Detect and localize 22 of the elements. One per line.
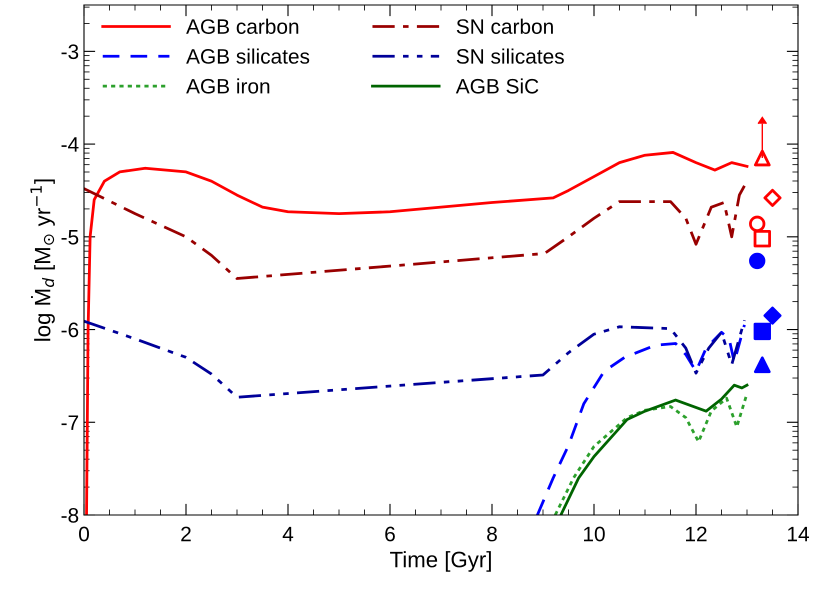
x-tick-label: 14 <box>788 526 809 542</box>
x-axis-title: Time [Gyr] <box>390 551 491 572</box>
y-tick-label: -7 <box>62 415 78 430</box>
y-tick-label: -8 <box>62 508 78 523</box>
y-tick-label: -3 <box>62 44 78 60</box>
x-tick-label: 0 <box>79 526 89 542</box>
legend-label: AGB silicates <box>186 48 310 64</box>
legend-label: AGB carbon <box>186 18 298 34</box>
x-tick-label: 6 <box>385 526 395 542</box>
legend-label: SN carbon <box>456 18 553 34</box>
legend-label: AGB SiC <box>456 78 538 94</box>
y-tick-label: -5 <box>62 230 78 245</box>
legend-label: AGB iron <box>186 78 270 94</box>
x-tick-label: 4 <box>282 526 294 542</box>
x-tick-label: 10 <box>584 526 605 542</box>
y-tick-label: -6 <box>62 322 78 338</box>
x-tick-label: 8 <box>487 526 497 542</box>
legend-label: SN silicates <box>456 48 564 64</box>
y-tick-label: -4 <box>62 137 79 152</box>
x-tick-label: 12 <box>686 526 707 542</box>
y-axis-title: log Ṁ$_{d}$ [M$_{⊙}$ yr$^{−1}$] <box>30 179 55 341</box>
x-tick-label: 2 <box>181 526 191 542</box>
